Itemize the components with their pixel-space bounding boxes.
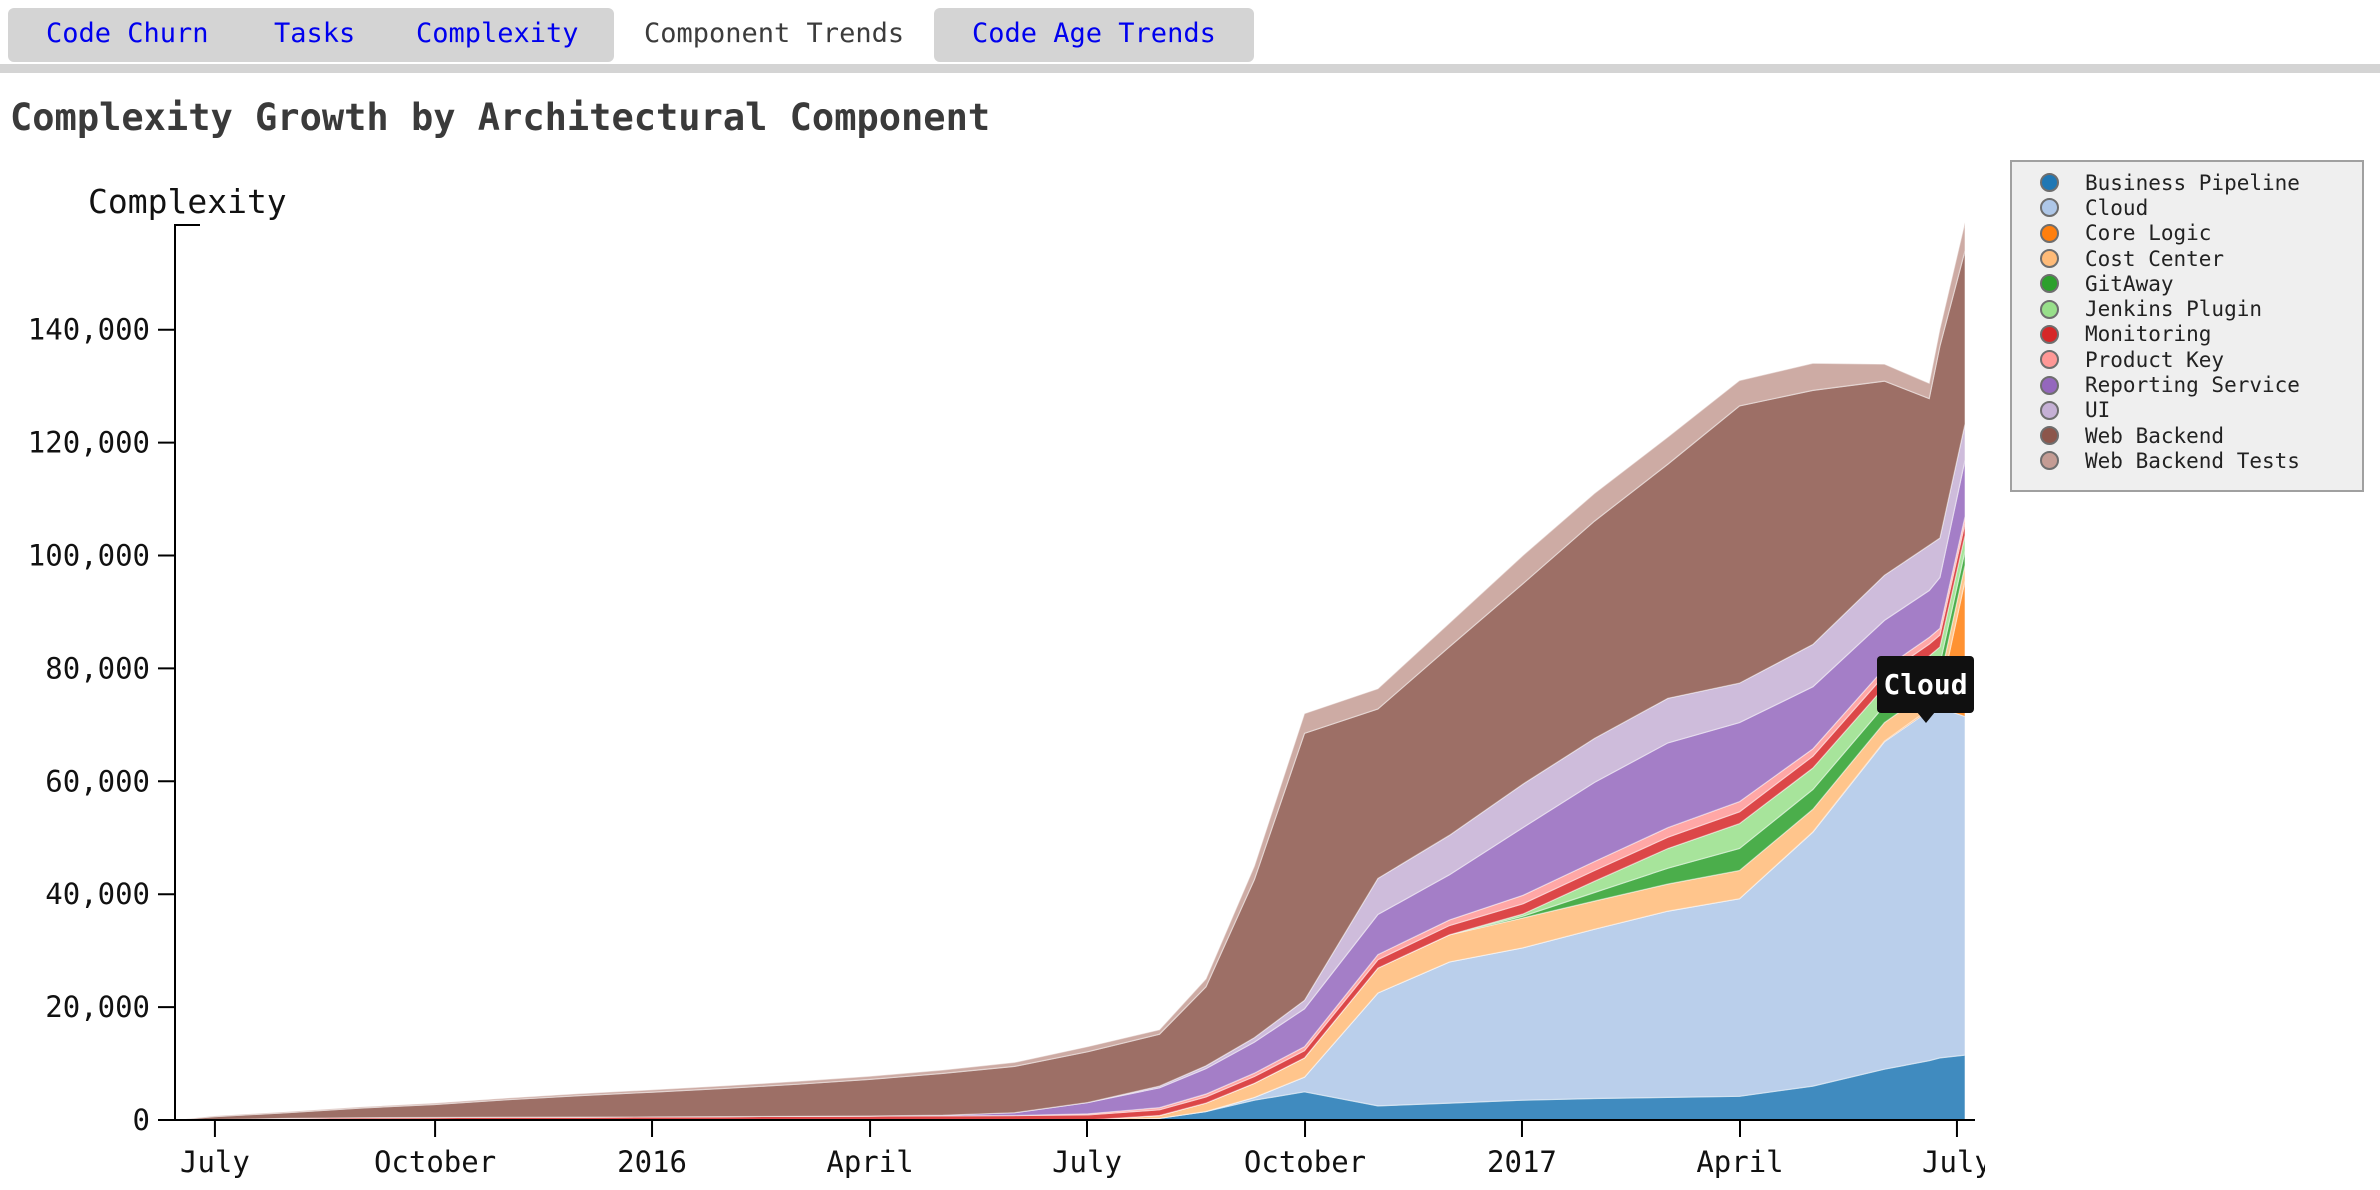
legend-item-label: Web Backend Tests	[2085, 448, 2300, 473]
legend-item-label: GitAway	[2085, 271, 2174, 296]
legend-item-monitoring[interactable]: Monitoring	[2012, 322, 2362, 347]
legend-item-label: Monitoring	[2085, 322, 2212, 347]
y-tick-label: 140,000	[28, 313, 150, 347]
legend-item-web-backend-tests[interactable]: Web Backend Tests	[2012, 448, 2362, 473]
tooltip: Cloud	[1877, 656, 1974, 713]
stacked-area-chart: 0 20,000 40,000 60,000 80,000 100,000 120,000 1…	[28, 222, 1985, 1179]
legend-swatch-icon	[2040, 324, 2059, 344]
tab-group-left	[8, 8, 614, 62]
legend-swatch-icon	[2040, 198, 2059, 218]
legend-item-label: Cloud	[2085, 195, 2149, 220]
tooltip-label: Cloud	[1883, 668, 1968, 701]
axis-line	[174, 224, 1975, 1121]
area-web-backend-tests[interactable]	[178, 222, 1966, 1121]
legend-item-core-logic[interactable]: Core Logic	[2012, 221, 2362, 246]
legend-swatch-icon	[2040, 375, 2059, 395]
x-tick-label: July	[1922, 1145, 1985, 1179]
tab-tasks[interactable]: Tasks	[274, 18, 356, 49]
legend-item-label: Cost Center	[2085, 246, 2225, 271]
legend-swatch-icon	[2040, 173, 2059, 193]
x-tick-label: April	[1696, 1145, 1783, 1179]
y-axis-title: Complexity	[88, 182, 287, 221]
legend-item-label: Reporting Service	[2085, 373, 2300, 398]
tab-code-churn[interactable]: Code Churn	[46, 18, 209, 49]
legend-item-web-backend[interactable]: Web Backend	[2012, 423, 2362, 448]
legend-item-business-pipeline[interactable]: Business Pipeline	[2012, 170, 2362, 195]
legend-item-jenkins-plugin[interactable]: Jenkins Plugin	[2012, 296, 2362, 321]
tooltip-caret-icon	[1917, 712, 1935, 723]
legend: Business Pipeline Cloud Core Logic Cost Cen…	[2010, 160, 2364, 492]
legend-item-product-key[interactable]: Product Key	[2012, 347, 2362, 372]
legend-item-label: Business Pipeline	[2085, 170, 2300, 195]
tab-bar-bottom-strip	[0, 64, 2380, 73]
legend-item-label: UI	[2085, 398, 2111, 423]
x-tick-label: 2017	[1487, 1145, 1557, 1179]
legend-item-gitaway[interactable]: GitAway	[2012, 271, 2362, 296]
legend-item-label: Core Logic	[2085, 221, 2212, 246]
y-tick-label: 60,000	[45, 764, 150, 798]
x-tick-label: July	[180, 1145, 250, 1179]
y-tick-label: 120,000	[28, 426, 150, 460]
page-title: Complexity Growth by Architectural Compo…	[10, 96, 991, 139]
x-tick-label: October	[1244, 1145, 1366, 1179]
legend-item-label: Jenkins Plugin	[2085, 297, 2263, 322]
legend-item-label: Product Key	[2085, 347, 2225, 372]
legend-item-cloud[interactable]: Cloud	[2012, 195, 2362, 220]
x-tick-label: 2016	[617, 1145, 687, 1179]
legend-swatch-icon	[2040, 249, 2059, 269]
y-tick-label: 0	[133, 1103, 150, 1137]
tab-code-age-trends[interactable]: Code Age Trends	[972, 18, 1216, 49]
legend-item-cost-center[interactable]: Cost Center	[2012, 246, 2362, 271]
tab-group-right	[934, 8, 1254, 62]
legend-swatch-icon	[2040, 350, 2059, 370]
y-tick-label: 20,000	[45, 990, 150, 1024]
tab-component-trends[interactable]: Component Trends	[644, 18, 905, 49]
x-tick-label: October	[374, 1145, 496, 1179]
legend-swatch-icon	[2040, 223, 2059, 243]
legend-swatch-icon	[2040, 299, 2059, 319]
tab-bar: Code Churn Tasks Complexity Component Tr…	[0, 0, 2380, 73]
legend-item-reporting-service[interactable]: Reporting Service	[2012, 372, 2362, 397]
legend-swatch-icon	[2040, 274, 2059, 294]
legend-swatch-icon	[2040, 451, 2059, 471]
legend-item-label: Web Backend	[2085, 423, 2225, 448]
legend-swatch-icon	[2040, 400, 2059, 420]
x-tick-label: April	[826, 1145, 913, 1179]
area-web-backend[interactable]	[178, 250, 1966, 1121]
x-tick-label: July	[1052, 1145, 1122, 1179]
y-tick-label: 80,000	[45, 651, 150, 685]
y-tick-label: 40,000	[45, 877, 150, 911]
y-tick-label: 100,000	[28, 539, 150, 573]
legend-swatch-icon	[2040, 426, 2059, 446]
tab-complexity[interactable]: Complexity	[416, 18, 579, 49]
legend-item-ui[interactable]: UI	[2012, 398, 2362, 423]
